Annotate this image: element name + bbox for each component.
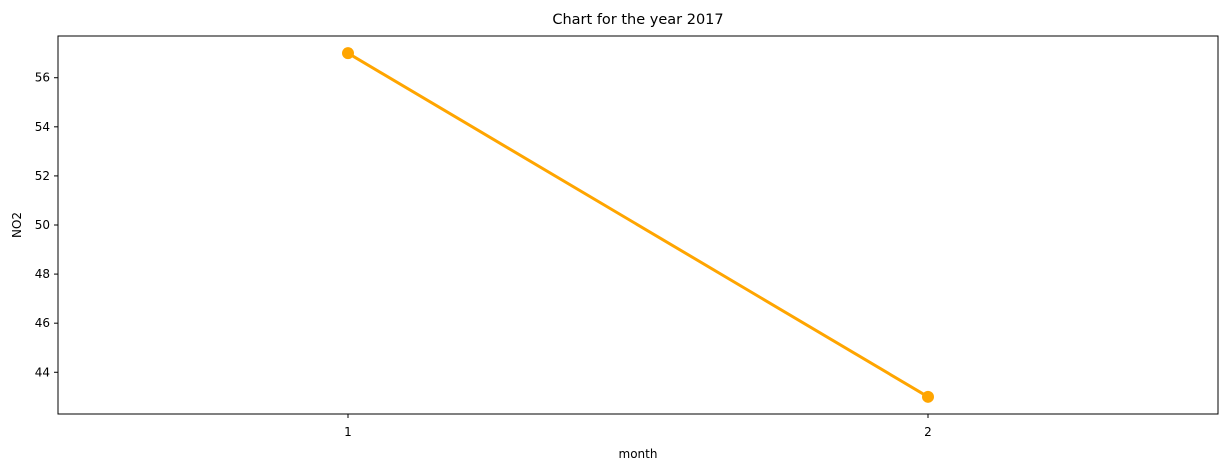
y-tick-label: 54 bbox=[35, 120, 50, 134]
series-line bbox=[347, 51, 929, 399]
y-tick-label: 44 bbox=[35, 365, 50, 379]
x-tick-label: 1 bbox=[344, 425, 352, 439]
plot-frame bbox=[57, 35, 1219, 415]
x-tick-label: 2 bbox=[924, 425, 932, 439]
y-tick-label: 52 bbox=[35, 169, 50, 183]
y-tick-label: 50 bbox=[35, 218, 50, 232]
y-axis-ticks: 44 46 48 50 52 54 56 bbox=[35, 71, 58, 379]
y-axis-label: NO2 bbox=[10, 212, 24, 238]
series-layer bbox=[342, 47, 934, 403]
chart-title: Chart for the year 2017 bbox=[552, 12, 723, 28]
data-point-2 bbox=[922, 390, 934, 403]
y-tick-label: 56 bbox=[35, 71, 50, 85]
y-tick-label: 46 bbox=[35, 316, 50, 330]
data-point-1 bbox=[342, 47, 354, 60]
x-axis-label: month bbox=[619, 447, 658, 461]
y-tick-label: 48 bbox=[35, 267, 50, 281]
